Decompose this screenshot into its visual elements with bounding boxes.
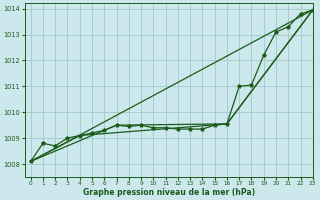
X-axis label: Graphe pression niveau de la mer (hPa): Graphe pression niveau de la mer (hPa) [83, 188, 255, 197]
